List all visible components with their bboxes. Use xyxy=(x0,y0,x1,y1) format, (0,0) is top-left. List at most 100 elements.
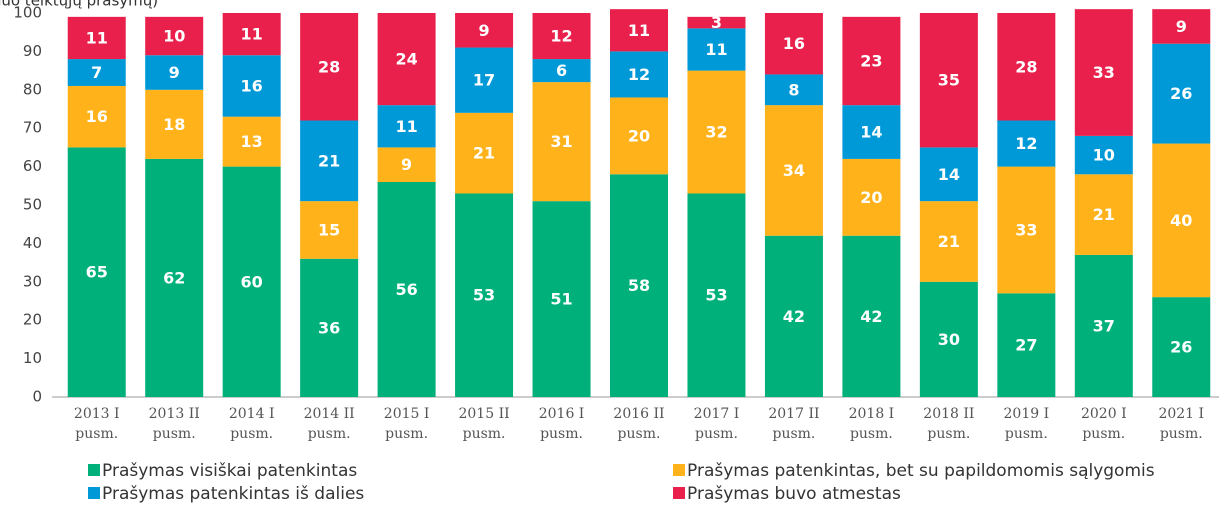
bar-segment xyxy=(1074,174,1133,255)
value-label: 3 xyxy=(711,13,722,32)
value-label: 33 xyxy=(1015,220,1037,239)
x-tick-label: 2017 II pusm. xyxy=(768,406,819,442)
x-tick-label: 2015 II pusm. xyxy=(458,406,509,442)
bar-segment xyxy=(377,105,436,148)
value-label: 18 xyxy=(163,115,185,134)
y-tick-label: 80 xyxy=(23,80,42,98)
value-label: 12 xyxy=(628,65,650,84)
legend-swatch xyxy=(88,487,100,499)
bar-segment xyxy=(997,166,1056,294)
bar-segment xyxy=(222,116,281,167)
bar-segment xyxy=(997,293,1056,397)
value-label: 9 xyxy=(169,63,180,82)
bar-segment xyxy=(145,55,204,90)
bar-segment xyxy=(687,28,746,71)
bar-segment xyxy=(300,120,359,202)
y-tick-label: 100 xyxy=(13,4,42,22)
bar-segment xyxy=(532,201,591,397)
bar-segment xyxy=(1152,9,1211,44)
value-label: 26 xyxy=(1170,84,1192,103)
value-label: 21 xyxy=(938,232,960,251)
value-label: 20 xyxy=(628,126,650,145)
bar-segment xyxy=(687,70,746,194)
bar-segment xyxy=(610,174,668,397)
bar-segment xyxy=(377,13,436,106)
value-label: 9 xyxy=(478,21,489,40)
bar-segment xyxy=(455,193,514,397)
bar-segment xyxy=(67,59,126,86)
bar-segment xyxy=(1074,9,1133,136)
value-label: 15 xyxy=(318,220,340,239)
bar-segment xyxy=(222,166,281,397)
bar-segment xyxy=(1152,43,1211,144)
value-label: 12 xyxy=(1015,134,1037,153)
value-label: 8 xyxy=(788,80,799,99)
bar-segment xyxy=(610,9,668,52)
legend-label: Prašymas buvo atmestas xyxy=(687,484,901,504)
value-label: 9 xyxy=(401,155,412,174)
chart-subtitle: (nuo teiktųjų prašymų) xyxy=(0,0,158,10)
value-label: 26 xyxy=(1170,338,1192,357)
bar-segment xyxy=(300,13,359,121)
y-tick-label: 40 xyxy=(23,234,42,252)
legend-swatch xyxy=(673,464,685,476)
value-label: 40 xyxy=(1170,211,1192,230)
value-label: 36 xyxy=(318,318,340,337)
bar-segment xyxy=(67,16,126,60)
bar-segment xyxy=(67,147,126,397)
value-label: 14 xyxy=(938,165,960,184)
bar-segment xyxy=(532,82,591,202)
bar-segment xyxy=(1074,135,1133,175)
bar-segment xyxy=(842,105,901,159)
value-label: 7 xyxy=(91,63,102,82)
bar-segment xyxy=(919,147,978,202)
value-label: 28 xyxy=(1015,57,1037,76)
bar-segment xyxy=(919,201,978,282)
bar-segment xyxy=(300,258,359,397)
bar-segment xyxy=(532,59,591,83)
bar-segment xyxy=(764,74,823,106)
value-label: 6 xyxy=(556,61,567,80)
bar-segment xyxy=(145,158,204,397)
bar-segment xyxy=(532,13,591,60)
bar-segment xyxy=(145,89,204,159)
value-label: 21 xyxy=(318,151,340,170)
x-tick-label: 2018 II pusm. xyxy=(923,406,974,442)
value-label: 51 xyxy=(550,290,572,309)
bar-segment xyxy=(997,13,1056,121)
legend-label: Prašymas patenkintas, bet su papildomomi… xyxy=(687,461,1155,481)
bar-segment xyxy=(377,147,436,182)
bar-segment xyxy=(764,235,823,397)
y-tick-label: 20 xyxy=(23,311,42,329)
legend-swatch xyxy=(88,464,100,476)
y-tick-label: 90 xyxy=(23,42,42,60)
y-tick-label: 60 xyxy=(23,157,42,175)
value-label: 53 xyxy=(705,286,727,305)
y-tick-label: 50 xyxy=(23,196,42,214)
value-label: 24 xyxy=(395,50,417,69)
bar-segment xyxy=(377,181,436,397)
value-label: 16 xyxy=(783,34,805,53)
value-label: 42 xyxy=(783,307,805,326)
y-tick-label: 10 xyxy=(23,349,42,367)
bar-segment xyxy=(300,201,359,259)
x-tick-label: 2013 II pusm. xyxy=(149,406,200,442)
value-label: 11 xyxy=(86,28,108,47)
bar-segment xyxy=(222,55,281,117)
bar-segment xyxy=(222,13,281,56)
value-label: 17 xyxy=(473,71,495,90)
y-tick-label: 0 xyxy=(32,388,42,406)
value-label: 56 xyxy=(395,280,417,299)
value-label: 12 xyxy=(550,27,572,46)
x-tick-label: 2014 II pusm. xyxy=(304,406,355,442)
y-tick-label: 70 xyxy=(23,119,42,137)
value-label: 42 xyxy=(860,307,882,326)
